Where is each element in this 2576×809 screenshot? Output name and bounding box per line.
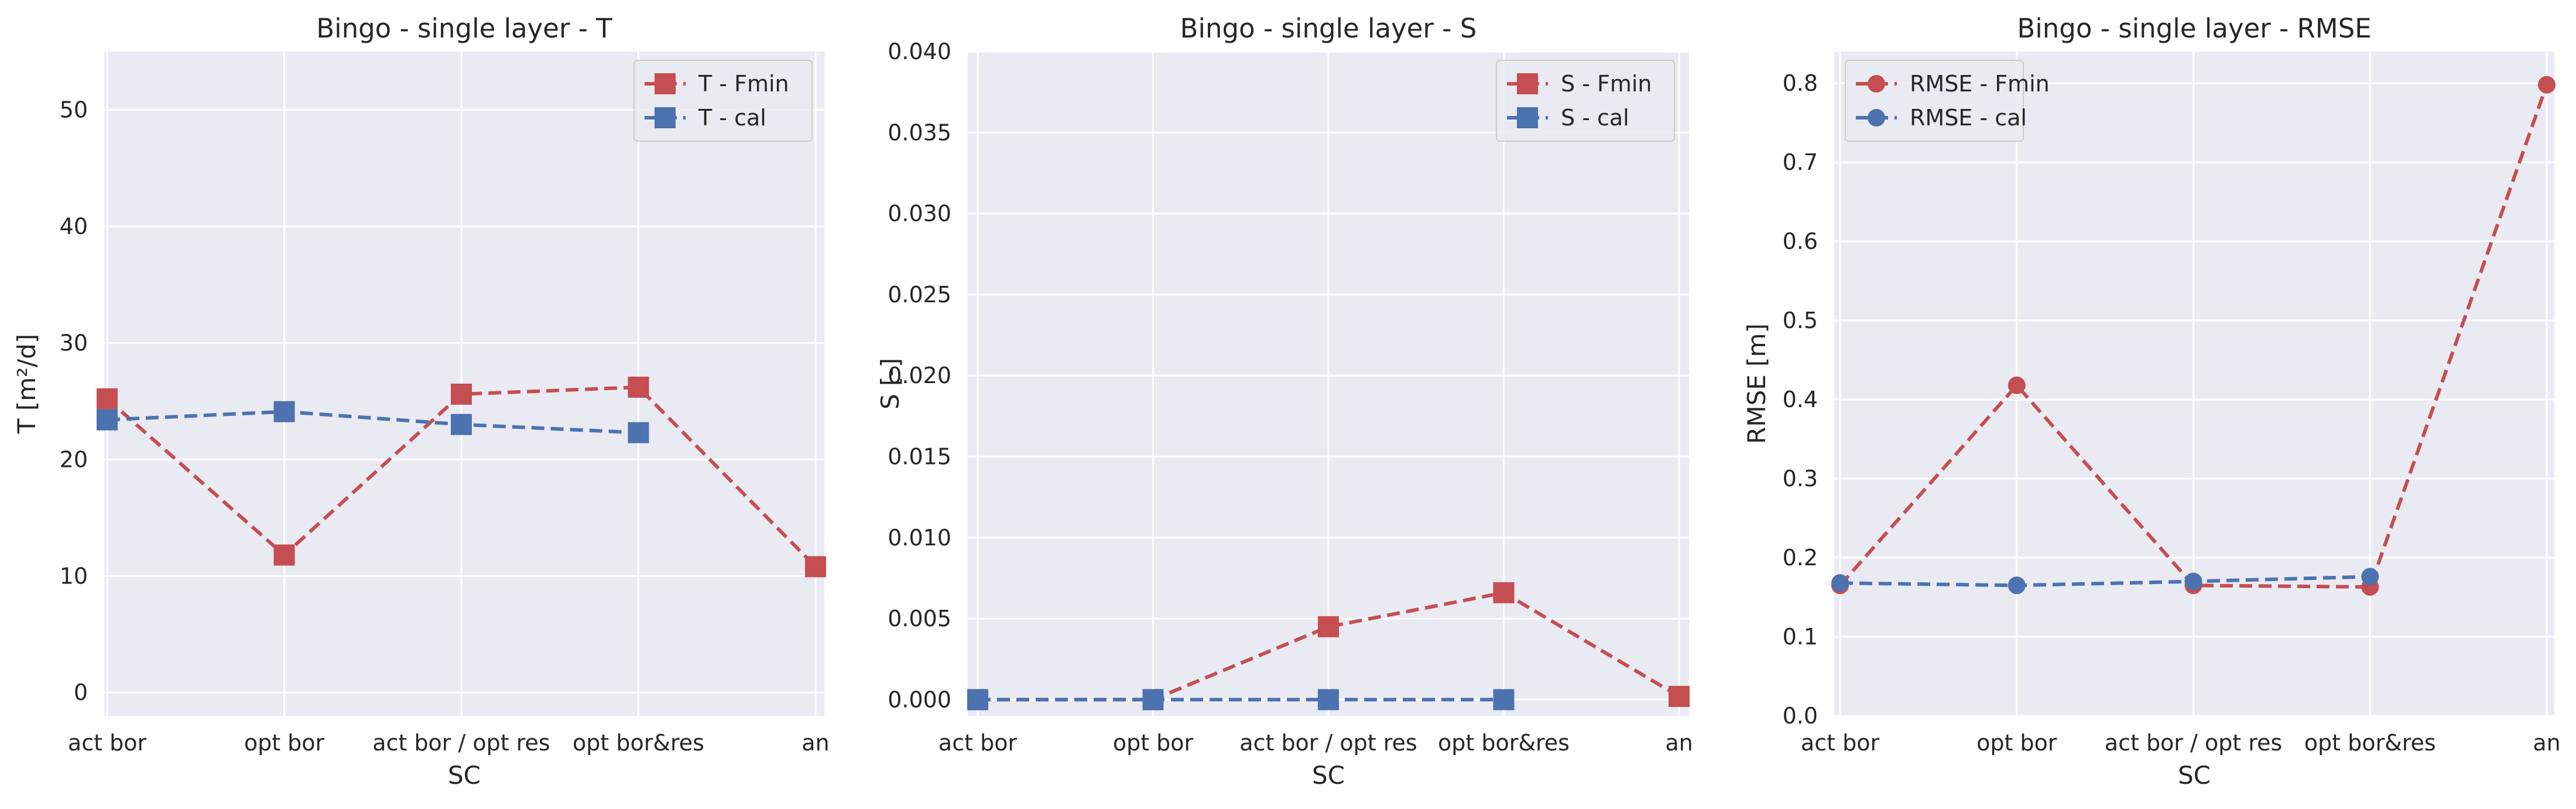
x-axis-label: SC (1312, 761, 1345, 790)
data-point (1493, 582, 1515, 603)
data-point (2008, 576, 2026, 595)
legend-label: T - Fmin (698, 71, 789, 97)
legend-marker (1517, 73, 1538, 94)
y-tick-label: 0 (74, 680, 88, 705)
data-point (967, 689, 988, 711)
y-tick-label: 0.2 (1783, 545, 1818, 571)
legend-marker (1517, 107, 1538, 128)
legend-label: T - cal (698, 105, 766, 131)
data-point (273, 401, 295, 422)
legend-label: S - cal (1561, 105, 1629, 131)
y-tick-label: 50 (60, 97, 88, 122)
x-tick-label: act bor (68, 730, 147, 756)
x-tick-label: act bor (1801, 730, 1880, 756)
legend-marker (655, 107, 676, 128)
y-tick-label: 30 (60, 330, 88, 356)
legend-label: S - Fmin (1561, 71, 1652, 97)
data-point (97, 388, 118, 409)
chart-panel-2: act bor opt bor act bor / opt res opt bor&r… (876, 13, 1693, 790)
data-point (1318, 616, 1339, 637)
y-axis-label: S [-] (876, 358, 905, 409)
y-tick-label: 0.0 (1783, 703, 1818, 729)
y-tick-label: 0.035 (888, 120, 951, 145)
legend-marker (1868, 75, 1885, 93)
x-tick-label: opt bor&res (2304, 730, 2436, 756)
legend-marker (1868, 109, 1885, 127)
y-tick-label: 20 (60, 446, 88, 472)
x-tick-label: act bor (938, 730, 1018, 756)
data-point (97, 409, 118, 431)
y-tick-label: 0.7 (1783, 149, 1818, 175)
y-tick-label: 0.6 (1783, 228, 1818, 254)
data-point (628, 422, 649, 443)
series-line (107, 409, 639, 435)
y-tick-label: 0.025 (888, 282, 951, 308)
x-tick-label: an (2533, 730, 2560, 756)
legend-box (1845, 60, 2024, 142)
y-tick-label: 0.4 (1783, 387, 1818, 412)
legend-box (633, 60, 813, 142)
x-tick-label: act bor / opt res (1239, 730, 1417, 756)
y-tick-label: 0.000 (888, 687, 951, 712)
y-tick-label: 0.040 (888, 39, 951, 64)
x-tick-label: opt bor (1113, 730, 1194, 756)
y-tick-label: 0.1 (1783, 624, 1818, 650)
x-tick-label: opt bor&res (1438, 730, 1570, 756)
chart-title: Bingo - single layer - S (1180, 13, 1477, 44)
legend-box (1496, 60, 1675, 142)
y-tick-label: 0.015 (888, 443, 951, 469)
y-tick-label: 0.030 (888, 201, 951, 227)
x-tick-label: an (801, 730, 829, 756)
data-point (1142, 689, 1164, 711)
data-point (2538, 76, 2556, 94)
series-line (1839, 575, 2371, 588)
data-point (1493, 689, 1515, 711)
legend-marker (655, 73, 676, 94)
x-tick-label: an (1665, 730, 1693, 756)
chart-title: Bingo - single layer - RMSE (2017, 13, 2371, 44)
data-point (1831, 574, 1849, 592)
data-point (805, 556, 826, 578)
x-tick-label: opt bor (244, 730, 325, 756)
data-point (628, 376, 649, 398)
x-axis-label: SC (448, 761, 481, 790)
data-point (1318, 689, 1339, 711)
chart-title: Bingo - single layer - T (316, 13, 612, 44)
data-point (1669, 685, 1690, 707)
x-tick-label: act bor / opt res (2105, 730, 2282, 756)
y-axis-label: T [m²/d] (12, 334, 41, 434)
data-point (273, 544, 295, 566)
y-tick-label: 0.8 (1783, 70, 1818, 96)
x-axis-label: SC (2178, 761, 2211, 790)
data-point (2184, 572, 2202, 590)
y-tick-label: 10 (60, 563, 88, 589)
x-tick-label: opt bor (1976, 730, 2057, 756)
data-point (451, 414, 472, 435)
chart-panel-1: act bor opt bor act bor / opt res opt bor&r… (12, 13, 830, 790)
legend-label: RMSE - Fmin (1910, 71, 2050, 97)
x-tick-label: act bor / opt res (372, 730, 550, 756)
y-tick-label: 0.005 (888, 606, 951, 632)
x-tick-label: opt bor&res (573, 730, 704, 756)
chart-panel-3: act bor opt bor act bor / opt res opt bor&r… (1742, 13, 2561, 790)
y-tick-label: 40 (60, 213, 88, 239)
y-tick-label: 0.3 (1783, 466, 1818, 491)
data-point (2361, 568, 2379, 586)
y-tick-label: 0.010 (888, 525, 951, 551)
data-point (451, 383, 472, 405)
y-axis-label: RMSE [m] (1742, 323, 1771, 444)
legend-label: RMSE - cal (1910, 105, 2027, 131)
data-point (2008, 376, 2026, 394)
y-tick-label: 0.5 (1783, 308, 1818, 333)
y-tick-label: 0.020 (888, 363, 951, 388)
